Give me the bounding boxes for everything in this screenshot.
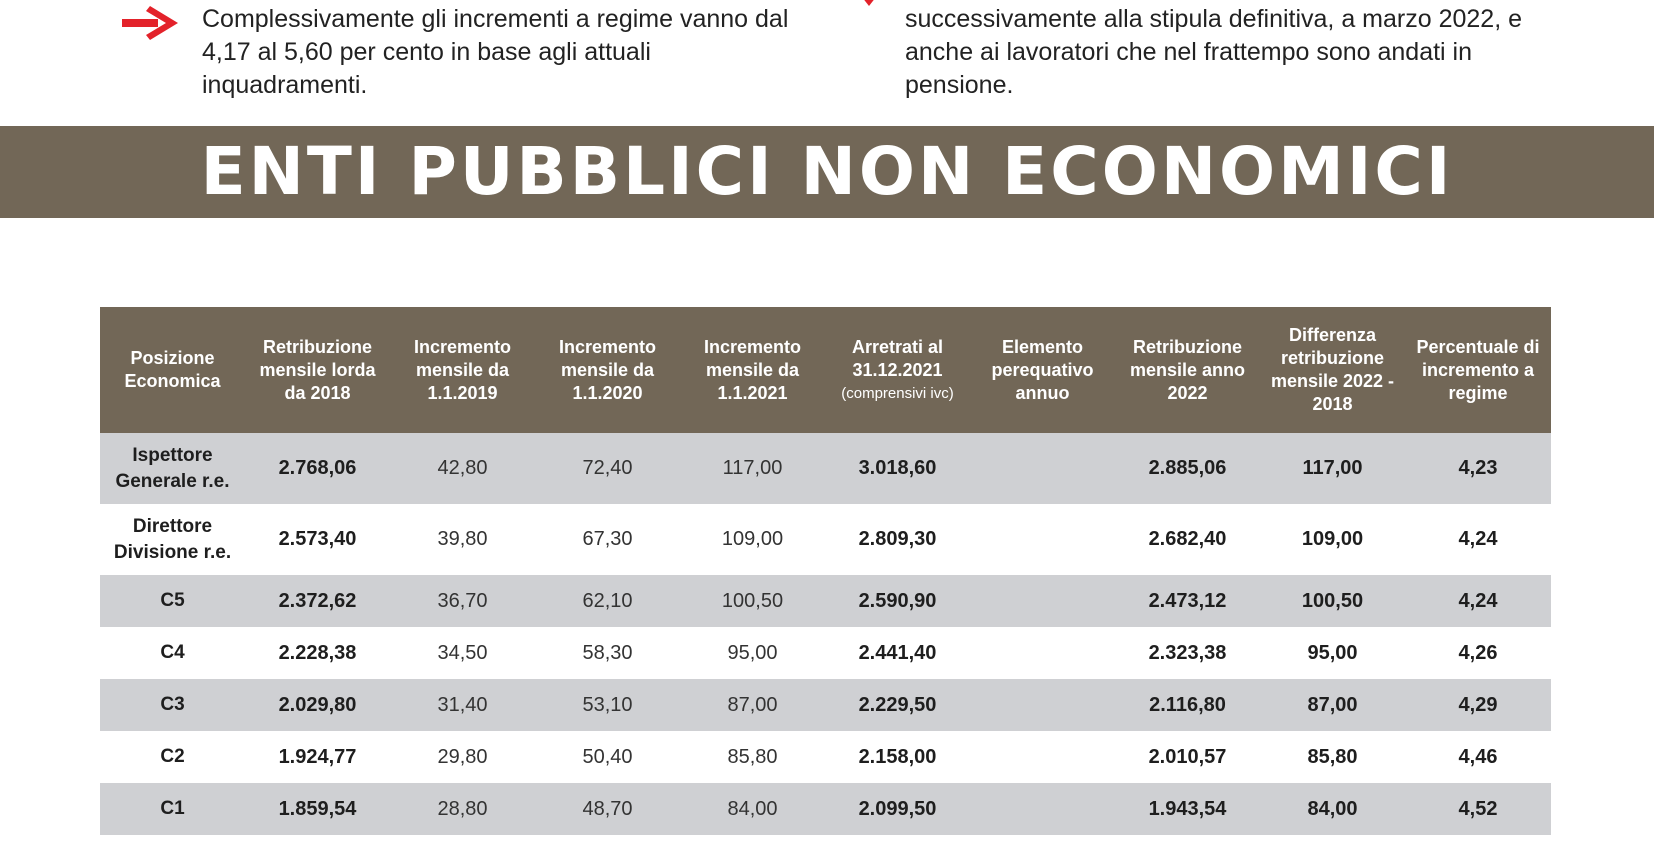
cell-retribuzione-2018: 2.029,80: [245, 679, 390, 731]
cell-retribuzione-2022: 2.885,06: [1115, 433, 1260, 504]
cell-incremento-2019: 39,80: [390, 504, 535, 575]
cell-retribuzione-2018: 2.768,06: [245, 433, 390, 504]
table-row: C4 2.228,38 34,50 58,30 95,00 2.441,40 2…: [100, 627, 1551, 679]
cell-posizione: C4: [100, 627, 245, 679]
cell-incremento-2021: 95,00: [680, 627, 825, 679]
header-retribuzione-2022: Retribuzione mensile anno 2022: [1115, 307, 1260, 433]
cell-retribuzione-2018: 1.924,77: [245, 731, 390, 783]
table-row: C3 2.029,80 31,40 53,10 87,00 2.229,50 2…: [100, 679, 1551, 731]
table-body: Ispettore Generale r.e. 2.768,06 42,80 7…: [100, 433, 1551, 835]
header-differenza: Differenza retribuzione mensile 2022 - 2…: [1260, 307, 1405, 433]
cell-retribuzione-2022: 2.116,80: [1115, 679, 1260, 731]
header-perequativo: Elemento perequativo annuo: [970, 307, 1115, 433]
cell-percentuale: 4,26: [1405, 627, 1551, 679]
cell-incremento-2020: 67,30: [535, 504, 680, 575]
cell-retribuzione-2018: 2.573,40: [245, 504, 390, 575]
cell-arretrati: 2.441,40: [825, 627, 970, 679]
cell-differenza: 117,00: [1260, 433, 1405, 504]
cell-percentuale: 4,24: [1405, 575, 1551, 627]
cell-differenza: 95,00: [1260, 627, 1405, 679]
cell-incremento-2021: 84,00: [680, 783, 825, 835]
cell-posizione: Direttore Divisione r.e.: [100, 504, 245, 575]
intro-right-text: successivamente alla stipula definitiva,…: [905, 5, 1522, 99]
cell-retribuzione-2022: 2.010,57: [1115, 731, 1260, 783]
red-mark-icon: [864, 0, 874, 6]
cell-retribuzione-2022: 2.323,38: [1115, 627, 1260, 679]
cell-incremento-2020: 50,40: [535, 731, 680, 783]
cell-differenza: 87,00: [1260, 679, 1405, 731]
table-row: C5 2.372,62 36,70 62,10 100,50 2.590,90 …: [100, 575, 1551, 627]
header-incremento-2021: Incremento mensile da 1.1.2021: [680, 307, 825, 433]
cell-incremento-2021: 87,00: [680, 679, 825, 731]
cell-incremento-2019: 34,50: [390, 627, 535, 679]
cell-posizione: Ispettore Generale r.e.: [100, 433, 245, 504]
header-percentuale: Percentuale di incremento a regime: [1405, 307, 1551, 433]
cell-percentuale: 4,23: [1405, 433, 1551, 504]
cell-incremento-2021: 100,50: [680, 575, 825, 627]
header-arretrati-sub: (comprensivi ivc): [841, 384, 954, 402]
cell-percentuale: 4,29: [1405, 679, 1551, 731]
cell-incremento-2019: 36,70: [390, 575, 535, 627]
cell-arretrati: 2.809,30: [825, 504, 970, 575]
cell-incremento-2020: 48,70: [535, 783, 680, 835]
cell-arretrati: 2.158,00: [825, 731, 970, 783]
cell-retribuzione-2022: 2.473,12: [1115, 575, 1260, 627]
cell-incremento-2020: 53,10: [535, 679, 680, 731]
cell-retribuzione-2018: 1.859,54: [245, 783, 390, 835]
header-posizione: Posizione Economica: [100, 307, 245, 433]
cell-posizione: C5: [100, 575, 245, 627]
intro-section: Complessivamente gli incrementi a regime…: [0, 0, 1654, 120]
cell-incremento-2020: 62,10: [535, 575, 680, 627]
salary-table: Posizione Economica Retribuzione mensile…: [100, 307, 1551, 835]
cell-posizione: C2: [100, 731, 245, 783]
cell-retribuzione-2018: 2.372,62: [245, 575, 390, 627]
cell-incremento-2021: 117,00: [680, 433, 825, 504]
cell-perequativo: [970, 783, 1115, 835]
cell-differenza: 84,00: [1260, 783, 1405, 835]
header-arretrati: Arretrati al 31.12.2021 (comprensivi ivc): [825, 307, 970, 433]
cell-perequativo: [970, 627, 1115, 679]
cell-perequativo: [970, 679, 1115, 731]
table-row: Ispettore Generale r.e. 2.768,06 42,80 7…: [100, 433, 1551, 504]
cell-incremento-2020: 72,40: [535, 433, 680, 504]
cell-percentuale: 4,52: [1405, 783, 1551, 835]
cell-percentuale: 4,46: [1405, 731, 1551, 783]
cell-retribuzione-2022: 1.943,54: [1115, 783, 1260, 835]
cell-incremento-2020: 58,30: [535, 627, 680, 679]
cell-arretrati: 3.018,60: [825, 433, 970, 504]
cell-differenza: 109,00: [1260, 504, 1405, 575]
cell-incremento-2019: 31,40: [390, 679, 535, 731]
table-row: Direttore Divisione r.e. 2.573,40 39,80 …: [100, 504, 1551, 575]
cell-incremento-2019: 42,80: [390, 433, 535, 504]
section-banner: ENTI PUBBLICI NON ECONOMICI: [0, 126, 1654, 218]
cell-perequativo: [970, 433, 1115, 504]
cell-perequativo: [970, 504, 1115, 575]
table-header: Posizione Economica Retribuzione mensile…: [100, 307, 1551, 433]
cell-retribuzione-2018: 2.228,38: [245, 627, 390, 679]
header-incremento-2019: Incremento mensile da 1.1.2019: [390, 307, 535, 433]
header-incremento-2020: Incremento mensile da 1.1.2020: [535, 307, 680, 433]
arrow-right-icon: [122, 6, 178, 40]
cell-incremento-2021: 85,80: [680, 731, 825, 783]
header-retribuzione-2018: Retribuzione mensile lorda da 2018: [245, 307, 390, 433]
cell-posizione: C1: [100, 783, 245, 835]
cell-differenza: 85,80: [1260, 731, 1405, 783]
banner-title: ENTI PUBBLICI NON ECONOMICI: [200, 133, 1454, 210]
cell-arretrati: 2.099,50: [825, 783, 970, 835]
table-row: C1 1.859,54 28,80 48,70 84,00 2.099,50 1…: [100, 783, 1551, 835]
intro-left-text: Complessivamente gli incrementi a regime…: [202, 5, 789, 99]
cell-perequativo: [970, 731, 1115, 783]
table-row: C2 1.924,77 29,80 50,40 85,80 2.158,00 2…: [100, 731, 1551, 783]
cell-incremento-2019: 28,80: [390, 783, 535, 835]
cell-posizione: C3: [100, 679, 245, 731]
cell-perequativo: [970, 575, 1115, 627]
cell-incremento-2021: 109,00: [680, 504, 825, 575]
cell-retribuzione-2022: 2.682,40: [1115, 504, 1260, 575]
table-header-row: Posizione Economica Retribuzione mensile…: [100, 307, 1551, 433]
cell-arretrati: 2.229,50: [825, 679, 970, 731]
cell-arretrati: 2.590,90: [825, 575, 970, 627]
cell-differenza: 100,50: [1260, 575, 1405, 627]
cell-percentuale: 4,24: [1405, 504, 1551, 575]
cell-incremento-2019: 29,80: [390, 731, 535, 783]
